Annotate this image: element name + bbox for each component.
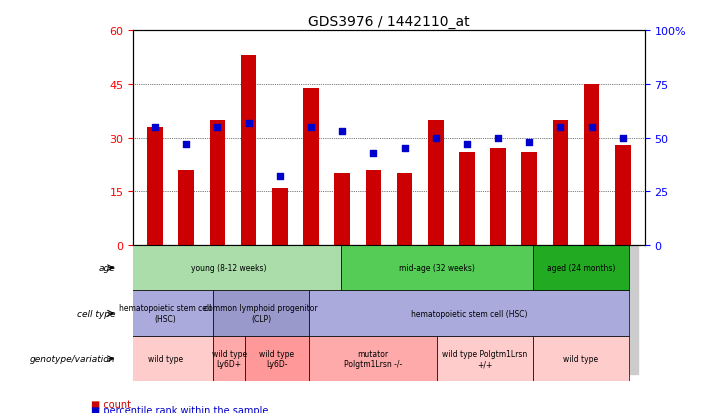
Bar — [615, 145, 631, 245]
Text: genotype/variation: genotype/variation — [30, 354, 116, 363]
Point — [493, 135, 504, 142]
Point — [181, 142, 192, 148]
Text: hematopoietic stem cell
(HSC): hematopoietic stem cell (HSC) — [119, 304, 211, 323]
Title: GDS3976 / 1442110_at: GDS3976 / 1442110_at — [308, 15, 470, 29]
Point — [243, 120, 254, 127]
Point — [399, 146, 410, 152]
Bar — [365, 171, 381, 245]
Bar — [272, 188, 287, 245]
Text: age: age — [99, 263, 116, 273]
Bar — [179, 171, 194, 245]
FancyBboxPatch shape — [117, 245, 341, 291]
Text: hematopoietic stem cell (HSC): hematopoietic stem cell (HSC) — [411, 309, 527, 318]
Bar — [240, 56, 257, 245]
FancyBboxPatch shape — [213, 336, 245, 382]
Text: wild type
Ly6D+: wild type Ly6D+ — [212, 349, 247, 368]
Bar — [389, 245, 420, 374]
FancyBboxPatch shape — [437, 336, 533, 382]
Bar — [584, 85, 599, 245]
Bar — [459, 153, 475, 245]
Point — [306, 124, 317, 131]
Bar — [482, 245, 514, 374]
FancyBboxPatch shape — [309, 291, 629, 336]
Point — [274, 173, 285, 180]
Text: wild type
Ly6D-: wild type Ly6D- — [259, 349, 294, 368]
Bar — [303, 88, 319, 245]
Bar — [576, 245, 607, 374]
Text: wild type: wild type — [148, 354, 183, 363]
Bar — [514, 245, 545, 374]
Point — [368, 150, 379, 157]
FancyBboxPatch shape — [309, 336, 437, 382]
Bar — [522, 153, 537, 245]
Bar — [552, 121, 569, 245]
Bar — [139, 245, 170, 374]
Bar — [490, 149, 506, 245]
Bar — [147, 128, 163, 245]
FancyBboxPatch shape — [245, 336, 309, 382]
Text: ■ percentile rank within the sample: ■ percentile rank within the sample — [91, 405, 268, 413]
Bar — [607, 245, 639, 374]
Point — [586, 124, 597, 131]
Bar — [397, 174, 412, 245]
Text: aged (24 months): aged (24 months) — [547, 263, 615, 273]
Text: cell type: cell type — [77, 309, 116, 318]
Bar — [327, 245, 358, 374]
FancyBboxPatch shape — [533, 245, 629, 291]
Bar — [334, 174, 350, 245]
FancyBboxPatch shape — [213, 291, 309, 336]
Bar — [170, 245, 202, 374]
Bar — [420, 245, 451, 374]
Bar — [295, 245, 327, 374]
FancyBboxPatch shape — [117, 291, 213, 336]
Text: mutator
Polgtm1Lrsn -/-: mutator Polgtm1Lrsn -/- — [343, 349, 402, 368]
Text: common lymphoid progenitor
(CLP): common lymphoid progenitor (CLP) — [204, 304, 318, 323]
FancyBboxPatch shape — [117, 336, 213, 382]
Point — [149, 124, 161, 131]
Point — [461, 142, 472, 148]
Bar — [451, 245, 482, 374]
Point — [212, 124, 223, 131]
Bar — [202, 245, 233, 374]
Text: young (8-12 weeks): young (8-12 weeks) — [191, 263, 267, 273]
Bar — [545, 245, 576, 374]
Point — [336, 128, 348, 135]
Bar — [358, 245, 389, 374]
FancyBboxPatch shape — [341, 245, 533, 291]
Point — [524, 139, 535, 146]
FancyBboxPatch shape — [533, 336, 629, 382]
Point — [430, 135, 442, 142]
Bar — [428, 121, 444, 245]
Bar — [210, 121, 225, 245]
Text: wild type: wild type — [563, 354, 598, 363]
Text: mid-age (32 weeks): mid-age (32 weeks) — [399, 263, 475, 273]
Bar — [264, 245, 295, 374]
Bar — [233, 245, 264, 374]
Point — [554, 124, 566, 131]
Text: ■ count: ■ count — [91, 399, 131, 409]
Point — [617, 135, 628, 142]
Text: wild type Polgtm1Lrsn
+/+: wild type Polgtm1Lrsn +/+ — [442, 349, 527, 368]
